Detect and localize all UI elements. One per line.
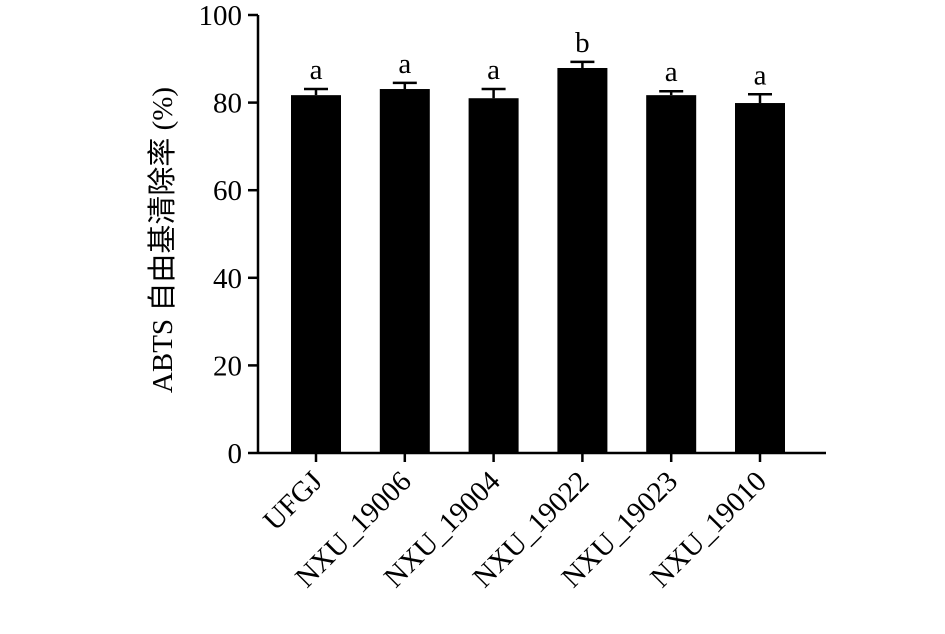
significance-letter: a bbox=[754, 59, 767, 91]
error-bar bbox=[392, 81, 417, 90]
significance-letter: a bbox=[487, 54, 500, 86]
bar bbox=[735, 103, 785, 454]
significance-letter: a bbox=[310, 54, 323, 86]
bar bbox=[646, 95, 697, 454]
y-tick-label: 20 bbox=[213, 350, 242, 382]
y-tick-label: 0 bbox=[228, 438, 243, 470]
x-tick-label: UFGJ bbox=[257, 465, 329, 537]
bar bbox=[557, 67, 608, 454]
significance-letter: b bbox=[575, 27, 590, 59]
y-tick-label: 40 bbox=[213, 263, 242, 295]
error-bar bbox=[304, 87, 328, 96]
error-bar bbox=[481, 87, 506, 99]
y-axis-label: ABTS 自由基清除率 (%) bbox=[146, 87, 179, 393]
y-tick-label: 60 bbox=[213, 175, 242, 207]
error-bar bbox=[748, 93, 772, 104]
significance-letter: a bbox=[398, 48, 411, 80]
y-tick-label: 100 bbox=[199, 0, 243, 32]
significance-letter: a bbox=[665, 56, 678, 88]
error-bar bbox=[659, 89, 684, 96]
error-bar bbox=[570, 60, 595, 68]
bar bbox=[291, 95, 341, 454]
y-tick-label: 80 bbox=[213, 88, 242, 120]
bar bbox=[379, 89, 430, 453]
bar bbox=[468, 98, 519, 453]
